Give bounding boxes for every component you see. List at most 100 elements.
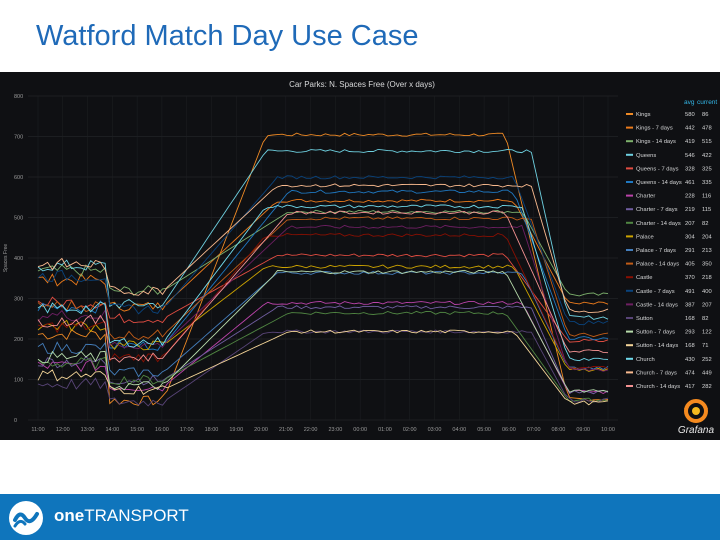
legend-swatch xyxy=(626,153,633,156)
legend-series-name: Palace - 14 days xyxy=(636,262,679,268)
legend-swatch xyxy=(626,113,633,115)
y-tick-label: 600 xyxy=(14,175,23,181)
y-tick-label: 0 xyxy=(14,418,17,424)
legend-series-name: Palace - 7 days xyxy=(636,248,676,254)
legend-avg-value: 370 xyxy=(685,275,695,281)
legend-swatch xyxy=(626,344,633,347)
legend-item[interactable]: Sutton 168 82 xyxy=(626,316,708,322)
grafana-logo: Grafana xyxy=(672,397,720,437)
legend-avg-value: 304 xyxy=(685,234,695,240)
legend-avg-value: 291 xyxy=(685,248,695,254)
legend-item[interactable]: Palace - 14 days 405 350 xyxy=(626,262,712,268)
legend-current-value: 282 xyxy=(702,384,712,390)
legend-swatch xyxy=(626,371,633,374)
legend-item[interactable]: Charter - 14 days 207 82 xyxy=(626,221,708,227)
legend-item[interactable]: Church - 14 days 417 282 xyxy=(626,384,712,390)
series-line xyxy=(37,183,609,314)
legend-avg-value: 219 xyxy=(685,207,695,213)
legend-swatch xyxy=(626,126,633,129)
grafana-wordmark: Grafana xyxy=(677,425,715,436)
legend-swatch xyxy=(626,249,633,251)
legend-item[interactable]: Castle 370 218 xyxy=(626,275,712,281)
grafana-panel: Car Parks: N. Spaces Free (Over x days) … xyxy=(0,72,720,440)
legend-swatch xyxy=(626,385,633,387)
x-tick-label: 16:00 xyxy=(155,427,169,433)
legend-item[interactable]: Castle - 7 days 491 400 xyxy=(626,289,712,295)
legend-item[interactable]: Queens - 7 days 328 325 xyxy=(626,166,712,172)
x-tick-label: 08:00 xyxy=(552,427,566,433)
series-line xyxy=(37,253,609,343)
legend-avg-value: 168 xyxy=(685,343,695,349)
y-tick-label: 200 xyxy=(14,337,23,343)
legend-avg-value: 442 xyxy=(685,126,695,132)
legend-current-value: 213 xyxy=(702,248,712,254)
legend-series-name: Sutton - 14 days xyxy=(636,343,678,349)
y-axis-label: Spaces Free xyxy=(3,244,9,273)
series-line xyxy=(37,300,609,395)
legend-swatch xyxy=(626,262,633,265)
legend-current-value: 350 xyxy=(702,262,712,268)
legend-avg-value: 328 xyxy=(685,166,695,172)
line-chart: Car Parks: N. Spaces Free (Over x days) … xyxy=(0,72,720,440)
legend-item[interactable]: Charter - 7 days 219 115 xyxy=(626,207,711,213)
x-tick-label: 12:00 xyxy=(56,427,70,433)
legend-avg-value: 546 xyxy=(685,153,695,159)
legend-series-name: Castle - 7 days xyxy=(636,289,675,295)
chart-title: Car Parks: N. Spaces Free (Over x days) xyxy=(289,80,435,89)
y-tick-label: 100 xyxy=(14,378,23,384)
legend-swatch xyxy=(626,194,633,197)
x-tick-label: 00:00 xyxy=(353,427,367,433)
legend-series-name: Church - 14 days xyxy=(636,384,680,390)
legend-current-value: 218 xyxy=(702,275,712,281)
slide-title: Watford Match Day Use Case xyxy=(36,20,419,52)
legend-swatch xyxy=(626,330,633,333)
legend-swatch xyxy=(626,208,633,211)
series-line xyxy=(37,264,609,372)
series-line xyxy=(37,132,609,406)
y-tick-label: 700 xyxy=(14,135,23,141)
x-tick-label: 18:00 xyxy=(205,427,219,433)
legend-series-name: Charter - 14 days xyxy=(636,221,681,227)
legend-avg-value: 387 xyxy=(685,302,695,308)
x-tick-label: 22:00 xyxy=(304,427,318,433)
legend-item[interactable]: Church 430 252 xyxy=(626,357,712,363)
legend-series-name: Charter - 7 days xyxy=(636,207,678,213)
y-tick-label: 500 xyxy=(14,216,23,222)
legend-series-name: Queens - 7 days xyxy=(636,166,679,172)
x-tick-label: 02:00 xyxy=(403,427,417,433)
brand-prefix: one xyxy=(54,506,85,525)
legend-series-name: Church - 7 days xyxy=(636,370,677,376)
legend-item[interactable]: Queens - 14 days 461 335 xyxy=(626,180,712,186)
legend-item[interactable]: Sutton - 14 days 168 71 xyxy=(626,343,708,349)
legend-item[interactable]: Kings 580 86 xyxy=(626,112,708,118)
legend-series-name: Castle - 14 days xyxy=(636,302,678,308)
onetransport-logo-icon xyxy=(9,501,43,535)
legend-current-value: 335 xyxy=(702,180,712,186)
legend-header-current: current xyxy=(697,99,717,106)
legend-current-value: 325 xyxy=(702,166,712,172)
legend-series-name: Sutton xyxy=(636,316,653,322)
legend-item[interactable]: Kings - 7 days 442 478 xyxy=(626,126,712,132)
series-line xyxy=(37,224,609,372)
footer-bar: oneTRANSPORT xyxy=(0,494,720,540)
legend-current-value: 82 xyxy=(702,316,708,322)
legend-avg-value: 417 xyxy=(685,384,695,390)
legend-swatch xyxy=(626,167,633,170)
legend-item[interactable]: Palace - 7 days 291 213 xyxy=(626,248,712,254)
legend-series-name: Kings xyxy=(636,112,651,118)
series-line xyxy=(37,198,609,312)
y-tick-label: 300 xyxy=(14,297,23,303)
x-tick-label: 23:00 xyxy=(329,427,343,433)
legend-item[interactable]: Queens 546 422 xyxy=(626,153,712,159)
legend-avg-value: 491 xyxy=(685,289,695,295)
legend-item[interactable]: Kings - 14 days 419 515 xyxy=(626,139,712,145)
legend-item[interactable]: Church - 7 days 474 449 xyxy=(626,370,712,376)
legend-item[interactable]: Castle - 14 days 387 207 xyxy=(626,302,712,308)
x-tick-label: 13:00 xyxy=(81,427,95,433)
series-line xyxy=(37,305,609,395)
legend-item[interactable]: Palace 304 204 xyxy=(626,234,712,240)
legend-item[interactable]: Sutton - 7 days 293 122 xyxy=(626,330,712,336)
legend-item[interactable]: Charter 228 116 xyxy=(626,194,711,200)
legend-avg-value: 228 xyxy=(685,194,695,200)
legend-swatch xyxy=(626,181,633,183)
